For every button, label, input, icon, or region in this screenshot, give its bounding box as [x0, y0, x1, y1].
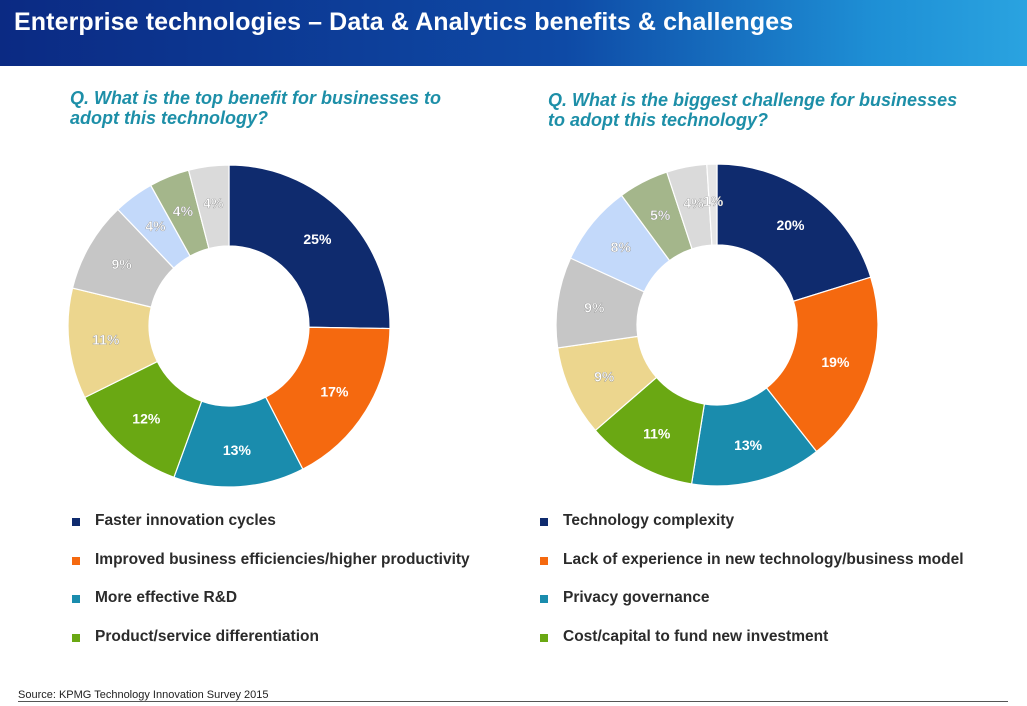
legend-swatch	[540, 595, 548, 603]
legend-swatch	[72, 595, 80, 603]
legend-label: More effective R&D	[95, 589, 238, 606]
slice-label: 8%	[611, 239, 632, 255]
slice-label: 4%	[683, 195, 704, 211]
slice-label: 13%	[734, 437, 763, 453]
question-benefit: Q. What is the top benefit for businesse…	[70, 88, 442, 128]
legend-label: Product/service differentiation	[95, 627, 319, 645]
legend-swatch	[72, 633, 80, 642]
slice-label: 4%	[173, 203, 194, 219]
donut-slice	[706, 163, 718, 246]
question-challenge: Q. What is the biggest challenge for bus…	[548, 90, 958, 130]
header-bar: Enterprise technologies – Data & Analyti…	[0, 0, 1027, 66]
donut-slice	[716, 163, 872, 302]
slice-label: 9%	[594, 369, 615, 385]
slice-label: 11%	[643, 425, 671, 441]
legend-label: Improved business efficiencies/higher pr…	[95, 550, 470, 568]
donut-slice	[228, 164, 391, 330]
slice-label: 1%	[703, 193, 724, 209]
slice-label: 5%	[650, 207, 671, 223]
donut-slice	[187, 164, 230, 250]
source-note: Source: KPMG Technology Innovation Surve…	[18, 689, 269, 701]
slice-label: 11%	[92, 332, 120, 348]
slice-label: 12%	[132, 410, 161, 426]
slice-label: 19%	[821, 354, 850, 370]
legend-swatch	[540, 518, 548, 526]
legend-swatch	[72, 556, 80, 565]
slice-label: 25%	[303, 231, 332, 247]
slice-label: 9%	[584, 299, 605, 315]
page-title: Enterprise technologies – Data & Analyti…	[14, 8, 794, 36]
slice-label: 13%	[223, 442, 252, 458]
slice-label: 20%	[776, 217, 805, 233]
legend-swatch	[540, 556, 548, 565]
slice-label: 4%	[145, 218, 166, 234]
slice-label: 4%	[203, 195, 224, 211]
donut-slice	[765, 276, 879, 453]
slice-label: 17%	[320, 383, 349, 399]
donut-slice	[264, 326, 391, 470]
legend-label: Cost/capital to fund new investment	[563, 627, 829, 645]
challenge-donut-chart: 20% 19% 13% 11% 9% 9% 8% 5% 4% 1%	[555, 163, 879, 487]
legend-label: Technology complexity	[563, 512, 735, 529]
legend-label: Privacy governance	[563, 589, 710, 606]
legend-label: Lack of experience in new technology/bus…	[563, 550, 964, 568]
legend-swatch	[540, 633, 548, 642]
footer-divider	[18, 701, 1008, 702]
legend-swatch	[72, 518, 80, 526]
slice-label: 9%	[111, 256, 132, 272]
benefit-donut-chart: 25% 17% 13% 12% 11% 9% 4% 4% 4%	[67, 164, 391, 488]
legend-label: Faster innovation cycles	[95, 512, 276, 529]
